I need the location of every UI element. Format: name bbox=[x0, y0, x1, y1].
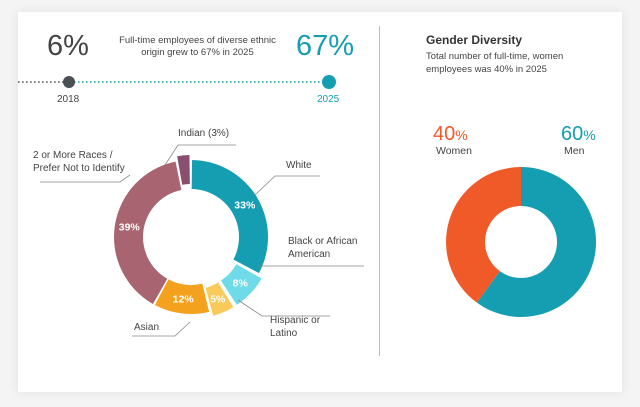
slice-asian bbox=[154, 279, 210, 315]
timeline-end-year: 2025 bbox=[317, 94, 340, 105]
leader-multiracial bbox=[40, 174, 131, 183]
label-black: Black or African American bbox=[288, 235, 357, 261]
ethnicity-donut-chart: 33% 8% 5% 12% 39% bbox=[40, 144, 364, 337]
men-percent: 60% bbox=[561, 124, 596, 144]
label-hispanic-line1: Hispanic or bbox=[270, 315, 321, 326]
leader-indian bbox=[164, 144, 236, 166]
label-multiracial-line1: 2 or More Races / bbox=[33, 150, 113, 161]
gender-slice-women bbox=[446, 167, 521, 303]
data-label-white: 33% bbox=[234, 200, 256, 212]
slice-white bbox=[191, 160, 269, 274]
data-label-2-or-more-races-prefer-not-to-identify: 39% bbox=[119, 222, 141, 234]
timeline-end-marker bbox=[322, 75, 336, 89]
data-label-hispanic-or-latino: 5% bbox=[210, 293, 226, 305]
women-percent-sign: % bbox=[455, 127, 468, 143]
label-multiracial: 2 or More Races / Prefer Not to Identify bbox=[33, 149, 125, 175]
label-white: White bbox=[286, 160, 312, 171]
gender-title: Gender Diversity bbox=[426, 33, 523, 47]
data-label-black-or-african-american: 8% bbox=[233, 278, 249, 290]
gender-subtitle-line2: employees was 40% in 2025 bbox=[426, 64, 547, 75]
label-hispanic-line2: Latino bbox=[270, 328, 298, 339]
leader-asian bbox=[132, 321, 191, 337]
leader-white bbox=[254, 175, 320, 196]
start-stat-value: 6% bbox=[47, 30, 89, 62]
women-percent: 40% bbox=[433, 124, 468, 144]
end-stat-value: 67% bbox=[296, 30, 355, 62]
label-asian: Asian bbox=[134, 322, 160, 333]
timeline-start-marker bbox=[63, 76, 75, 88]
timeline-description-line1: Full-time employees of diverse ethnic bbox=[119, 35, 276, 46]
slice-2-or-more-races-prefer-not-to-identify bbox=[114, 161, 182, 304]
men-percent-sign: % bbox=[583, 127, 596, 143]
gender-donut-chart bbox=[446, 167, 596, 317]
men-value: 60 bbox=[561, 123, 584, 145]
label-black-line2: American bbox=[288, 249, 331, 260]
label-hispanic: Hispanic or Latino bbox=[270, 314, 320, 340]
slice-black-or-african-american bbox=[220, 264, 262, 305]
leader-hispanic bbox=[237, 299, 330, 317]
timeline-track bbox=[18, 75, 336, 89]
women-label: Women bbox=[436, 145, 472, 157]
data-label-asian: 12% bbox=[173, 294, 195, 306]
slice-hispanic-or-latino bbox=[205, 282, 234, 316]
slice-indian-3 bbox=[177, 155, 190, 185]
section-divider bbox=[379, 26, 380, 356]
timeline-description-line2: origin grew to 67% in 2025 bbox=[141, 47, 254, 58]
timeline-start-year: 2018 bbox=[57, 94, 80, 105]
men-label: Men bbox=[564, 145, 585, 157]
label-indian: Indian (3%) bbox=[178, 128, 230, 139]
label-multiracial-line2: Prefer Not to Identify bbox=[33, 163, 125, 174]
label-black-line1: Black or African bbox=[288, 236, 358, 247]
timeline-description: Full-time employees of diverse ethnic or… bbox=[110, 35, 285, 59]
gender-slice-men bbox=[476, 167, 596, 317]
women-value: 40 bbox=[433, 123, 456, 145]
gender-subtitle-line1: Total number of full-time, women bbox=[426, 51, 564, 62]
gender-subtitle: Total number of full-time, women employe… bbox=[426, 50, 601, 76]
